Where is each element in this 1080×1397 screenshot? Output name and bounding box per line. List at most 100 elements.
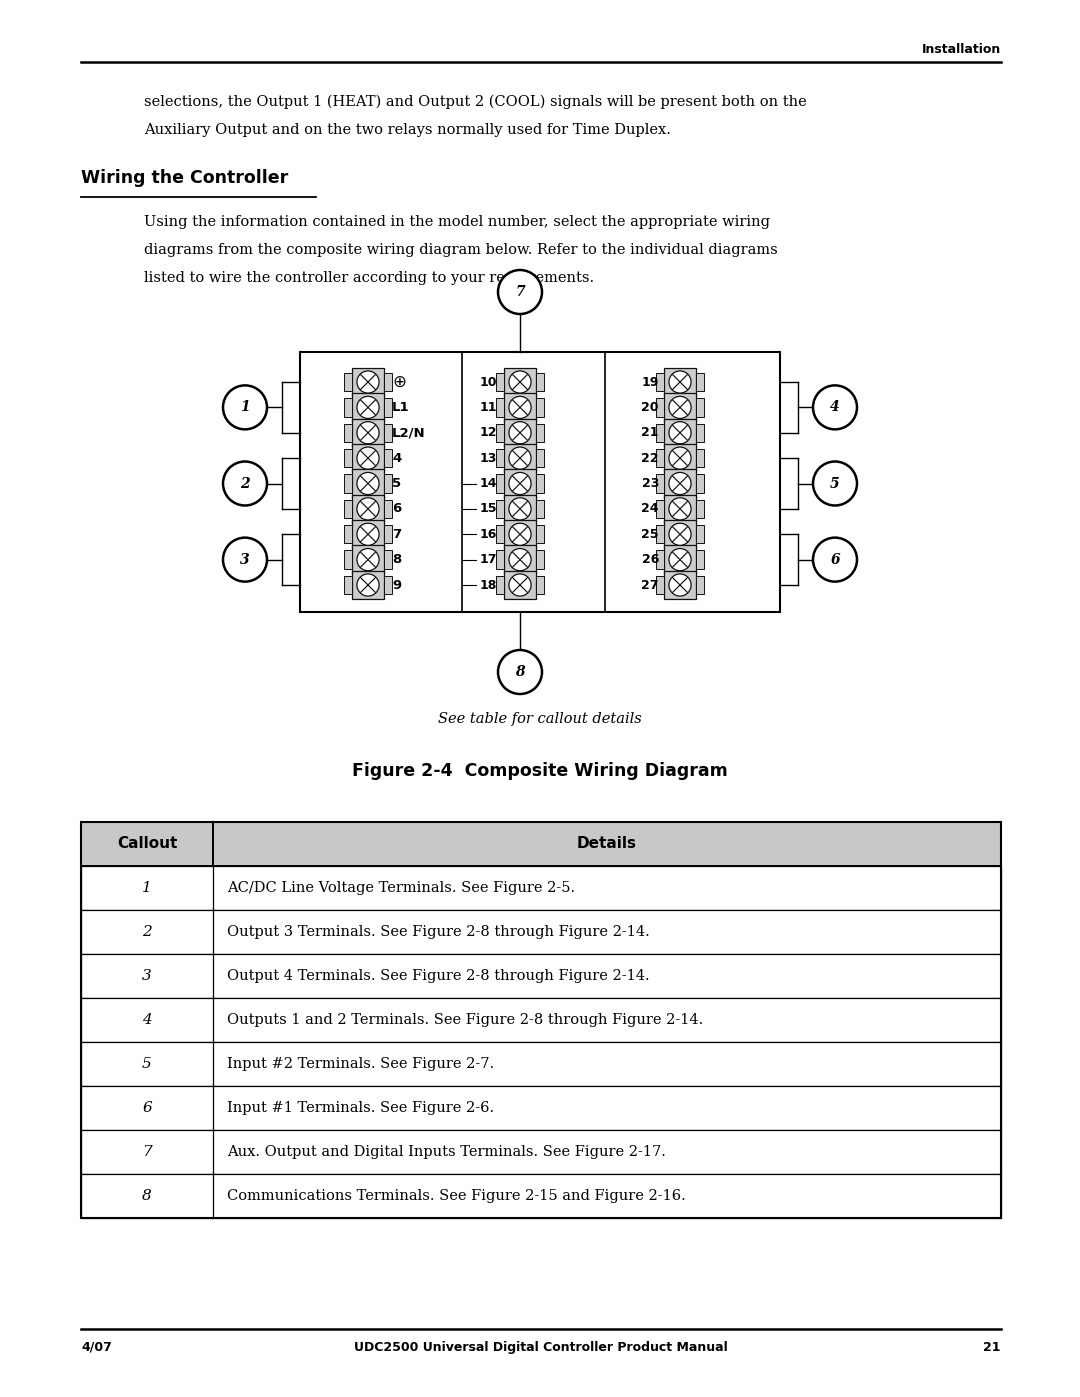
Circle shape [222, 461, 267, 506]
Text: Communications Terminals. See Figure 2-15 and Figure 2-16.: Communications Terminals. See Figure 2-1… [227, 1189, 686, 1203]
Bar [664, 545, 697, 574]
Text: UDC2500 Universal Digital Controller Product Manual: UDC2500 Universal Digital Controller Pro… [354, 1341, 728, 1354]
Bar [81, 1130, 1001, 1173]
Circle shape [509, 497, 531, 520]
Bar [352, 520, 384, 549]
Bar [352, 495, 384, 522]
Bar [497, 475, 503, 493]
Text: 7: 7 [515, 285, 525, 299]
Text: 24: 24 [642, 503, 659, 515]
Circle shape [509, 549, 531, 571]
Circle shape [356, 549, 379, 571]
Circle shape [669, 524, 691, 545]
Circle shape [509, 447, 531, 469]
Bar [664, 469, 697, 497]
Bar [697, 550, 704, 569]
Text: 5: 5 [831, 476, 840, 490]
Bar [352, 444, 384, 472]
Text: Aux. Output and Digital Inputs Terminals. See Figure 2-17.: Aux. Output and Digital Inputs Terminals… [227, 1146, 666, 1160]
Text: 11: 11 [480, 401, 497, 414]
Text: Wiring the Controller: Wiring the Controller [81, 169, 288, 187]
Bar [657, 448, 664, 468]
Bar [657, 398, 664, 416]
Text: 8: 8 [143, 1189, 152, 1203]
Text: 4: 4 [831, 401, 840, 415]
Bar [664, 444, 697, 472]
Bar [503, 469, 536, 497]
Text: Input #1 Terminals. See Figure 2-6.: Input #1 Terminals. See Figure 2-6. [227, 1101, 495, 1115]
Circle shape [509, 574, 531, 597]
Text: 23: 23 [642, 476, 659, 490]
Text: 12: 12 [480, 426, 497, 439]
Bar [384, 576, 392, 594]
Text: Details: Details [577, 837, 637, 852]
Text: 1: 1 [143, 882, 152, 895]
Bar [81, 1085, 1001, 1130]
Text: 5: 5 [392, 476, 401, 490]
Circle shape [669, 497, 691, 520]
Bar [497, 576, 503, 594]
Bar [81, 997, 1001, 1042]
Text: 10: 10 [480, 376, 497, 388]
Text: Auxiliary Output and on the two relays normally used for Time Duplex.: Auxiliary Output and on the two relays n… [144, 123, 671, 137]
Circle shape [222, 386, 267, 429]
Bar [536, 550, 543, 569]
Circle shape [222, 538, 267, 581]
Bar [352, 367, 384, 397]
Bar [81, 1173, 1001, 1218]
Text: 2: 2 [240, 476, 249, 490]
Bar [664, 393, 697, 422]
Circle shape [509, 372, 531, 393]
Bar [664, 367, 697, 397]
Bar [697, 448, 704, 468]
Bar [497, 550, 503, 569]
Text: 17: 17 [480, 553, 497, 566]
Bar [352, 419, 384, 447]
Text: 1: 1 [240, 401, 249, 415]
Circle shape [356, 372, 379, 393]
Text: listed to wire the controller according to your requirements.: listed to wire the controller according … [144, 271, 594, 285]
Bar [503, 419, 536, 447]
Bar [345, 500, 352, 518]
Bar [536, 398, 543, 416]
Text: Callout: Callout [117, 837, 177, 852]
Bar [497, 398, 503, 416]
Text: 6: 6 [392, 503, 402, 515]
Text: 8: 8 [392, 553, 402, 566]
Bar [536, 373, 543, 391]
Bar [657, 423, 664, 441]
Text: AC/DC Line Voltage Terminals. See Figure 2-5.: AC/DC Line Voltage Terminals. See Figure… [227, 882, 576, 895]
Bar [697, 475, 704, 493]
Bar [81, 909, 1001, 954]
Text: 4: 4 [392, 451, 402, 465]
Text: 21: 21 [984, 1341, 1001, 1354]
Bar [497, 373, 503, 391]
Text: 19: 19 [642, 376, 659, 388]
Text: 21: 21 [642, 426, 659, 439]
Bar [536, 448, 543, 468]
Text: 18: 18 [480, 578, 497, 591]
Circle shape [356, 397, 379, 419]
Bar [81, 821, 1001, 1218]
Circle shape [356, 422, 379, 444]
Text: 4/07: 4/07 [81, 1341, 112, 1354]
Text: 4: 4 [143, 1013, 152, 1027]
Text: L1: L1 [392, 401, 409, 414]
Text: 15: 15 [480, 503, 497, 515]
Circle shape [498, 650, 542, 694]
Bar [697, 576, 704, 594]
Circle shape [356, 524, 379, 545]
Bar [503, 495, 536, 522]
Bar [345, 576, 352, 594]
Bar [657, 525, 664, 543]
Text: Using the information contained in the model number, select the appropriate wiri: Using the information contained in the m… [144, 215, 770, 229]
Text: Input #2 Terminals. See Figure 2-7.: Input #2 Terminals. See Figure 2-7. [227, 1058, 495, 1071]
Bar [657, 373, 664, 391]
Bar [503, 545, 536, 574]
Bar [664, 495, 697, 522]
Bar [81, 821, 1001, 866]
Bar [503, 393, 536, 422]
Circle shape [356, 472, 379, 495]
Text: Installation: Installation [921, 43, 1001, 56]
Circle shape [813, 386, 858, 429]
